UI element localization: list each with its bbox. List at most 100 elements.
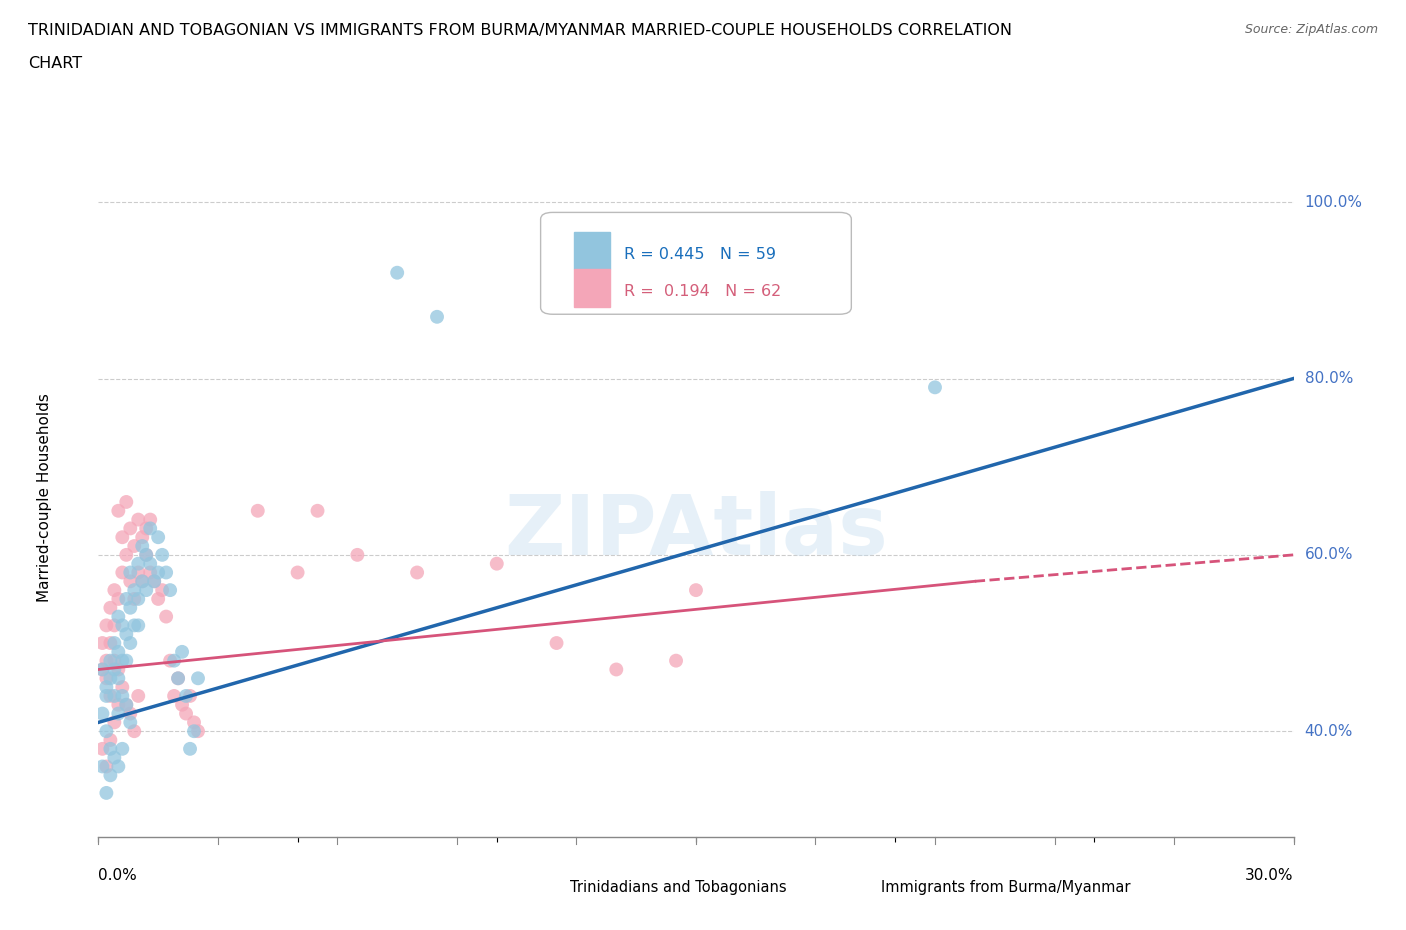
- Point: [187, 671, 209, 685]
- Point: [485, 556, 508, 571]
- Point: [107, 609, 129, 624]
- Point: [98, 688, 122, 703]
- Point: [103, 583, 125, 598]
- Point: [107, 759, 129, 774]
- Point: [139, 521, 162, 536]
- Text: 30.0%: 30.0%: [1246, 868, 1294, 883]
- Point: [127, 565, 149, 580]
- Point: [91, 741, 114, 756]
- Point: [115, 591, 138, 606]
- Point: [307, 503, 329, 518]
- Point: [120, 521, 142, 536]
- Point: [139, 565, 162, 580]
- Point: [143, 574, 166, 589]
- Point: [107, 591, 129, 606]
- Point: [159, 583, 181, 598]
- Point: [167, 671, 190, 685]
- Text: Married-couple Households: Married-couple Households: [37, 393, 52, 602]
- Point: [115, 548, 138, 563]
- Point: [150, 548, 173, 563]
- Point: [96, 688, 118, 703]
- Point: [98, 768, 122, 783]
- Point: [107, 644, 129, 659]
- Point: [124, 538, 146, 553]
- Text: 80.0%: 80.0%: [1305, 371, 1353, 386]
- Point: [98, 653, 122, 668]
- Point: [183, 724, 205, 738]
- Point: [103, 688, 125, 703]
- Point: [148, 565, 170, 580]
- Point: [115, 698, 138, 712]
- Point: [115, 698, 138, 712]
- Point: [98, 733, 122, 748]
- Point: [135, 521, 157, 536]
- Point: [120, 715, 142, 730]
- Point: [159, 653, 181, 668]
- Point: [287, 565, 309, 580]
- Point: [135, 548, 157, 563]
- Point: [111, 741, 134, 756]
- Point: [131, 574, 153, 589]
- Point: [124, 591, 146, 606]
- Point: [924, 379, 946, 394]
- Point: [346, 548, 368, 563]
- Point: [120, 565, 142, 580]
- Bar: [574, 232, 610, 270]
- Text: CHART: CHART: [28, 56, 82, 71]
- Point: [107, 503, 129, 518]
- Point: [135, 548, 157, 563]
- Point: [665, 653, 688, 668]
- Point: [143, 574, 166, 589]
- Point: [179, 741, 201, 756]
- Point: [127, 556, 149, 571]
- Point: [120, 601, 142, 616]
- Point: [96, 671, 118, 685]
- Point: [131, 530, 153, 545]
- Point: [103, 635, 125, 650]
- Point: [139, 556, 162, 571]
- Point: [163, 688, 186, 703]
- Point: [150, 583, 173, 598]
- Point: [103, 662, 125, 677]
- Point: [155, 565, 177, 580]
- Point: [120, 574, 142, 589]
- Bar: [529, 876, 565, 900]
- Point: [605, 662, 627, 677]
- Text: 100.0%: 100.0%: [1305, 194, 1362, 209]
- Bar: [574, 269, 610, 307]
- Point: [98, 601, 122, 616]
- Text: 0.0%: 0.0%: [98, 868, 138, 883]
- Point: [91, 759, 114, 774]
- Point: [155, 609, 177, 624]
- Text: Trinidadians and Tobagonians: Trinidadians and Tobagonians: [571, 881, 787, 896]
- Point: [167, 671, 190, 685]
- Text: Immigrants from Burma/Myanmar: Immigrants from Burma/Myanmar: [882, 881, 1130, 896]
- Point: [179, 688, 201, 703]
- Point: [96, 618, 118, 632]
- Point: [406, 565, 429, 580]
- Point: [96, 680, 118, 695]
- Point: [685, 583, 707, 598]
- Text: R = 0.445   N = 59: R = 0.445 N = 59: [624, 247, 776, 262]
- Point: [546, 635, 568, 650]
- Point: [103, 653, 125, 668]
- Point: [96, 653, 118, 668]
- Point: [111, 618, 134, 632]
- Point: [91, 635, 114, 650]
- Point: [91, 662, 114, 677]
- Point: [111, 680, 134, 695]
- Point: [127, 618, 149, 632]
- Point: [96, 724, 118, 738]
- Point: [111, 688, 134, 703]
- Point: [111, 565, 134, 580]
- Point: [115, 653, 138, 668]
- Point: [124, 583, 146, 598]
- Point: [131, 574, 153, 589]
- Point: [174, 688, 197, 703]
- Point: [174, 706, 197, 721]
- Point: [148, 591, 170, 606]
- Text: TRINIDADIAN AND TOBAGONIAN VS IMMIGRANTS FROM BURMA/MYANMAR MARRIED-COUPLE HOUSE: TRINIDADIAN AND TOBAGONIAN VS IMMIGRANTS…: [28, 23, 1012, 38]
- Point: [111, 530, 134, 545]
- Point: [131, 538, 153, 553]
- Point: [127, 688, 149, 703]
